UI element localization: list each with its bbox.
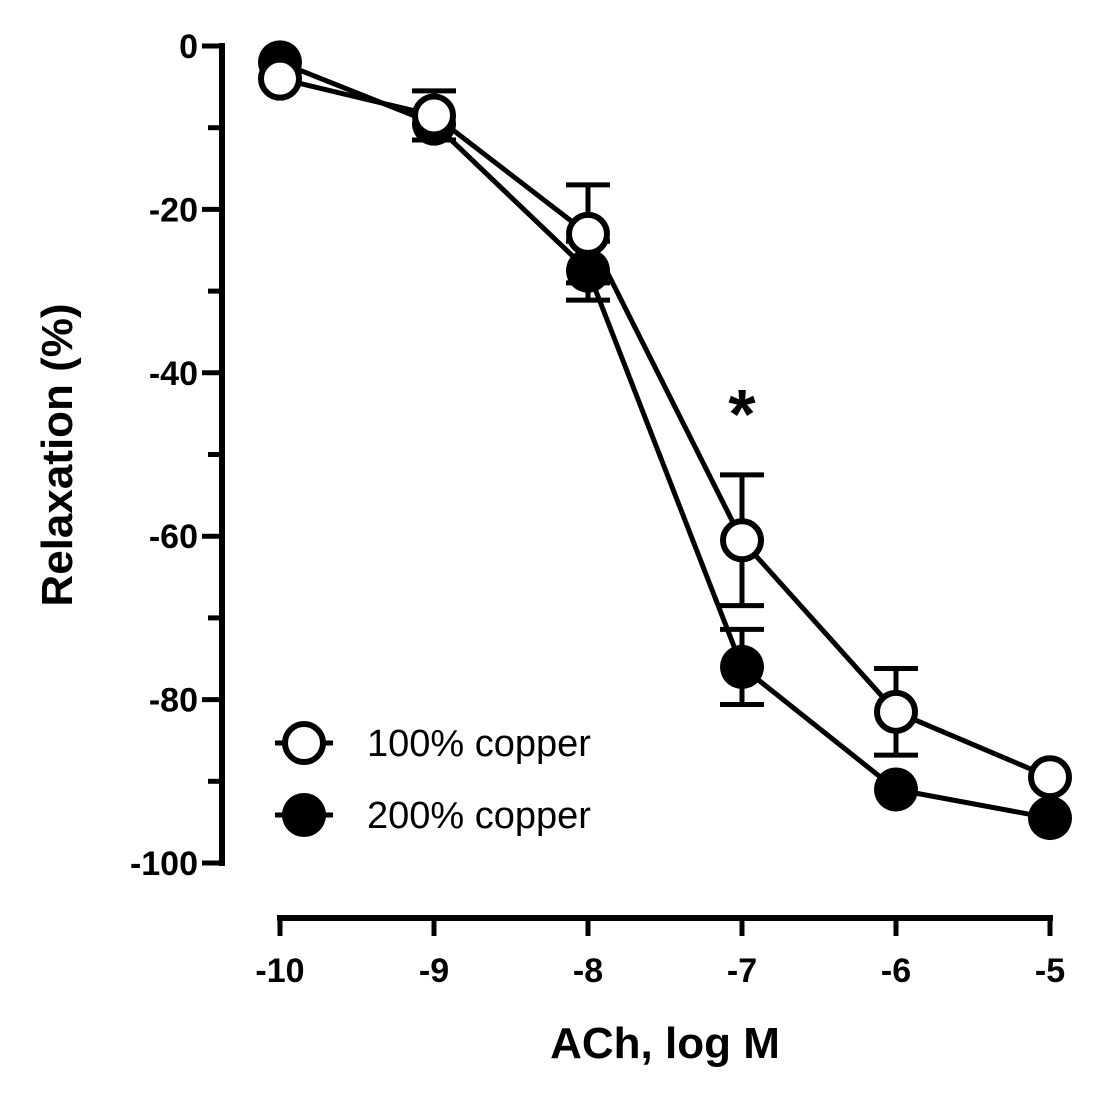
data-series	[258, 40, 1072, 841]
filled-circle-marker	[1028, 796, 1072, 841]
open-circle-icon	[282, 721, 326, 765]
x-tick-label: -9	[419, 952, 449, 990]
filled-circle-icon	[282, 793, 326, 837]
open-circle-marker	[412, 93, 456, 138]
legend-item: 100% copper	[275, 721, 591, 765]
significance-asterisk: *	[728, 375, 756, 453]
open-circle-marker	[566, 211, 610, 256]
x-tick-label: -7	[727, 952, 757, 990]
y-tick-label: 0	[179, 28, 198, 66]
series-200-copper	[279, 60, 1051, 821]
legend: 100% copper 200% copper	[275, 721, 591, 837]
filled-circle-marker	[566, 248, 610, 293]
series-line	[279, 60, 1051, 821]
y-tick-label: -60	[149, 518, 198, 556]
series-line	[279, 76, 1051, 780]
filled-circle-marker	[874, 767, 918, 812]
open-circle-marker	[1028, 755, 1072, 800]
x-axis: -10 -9 -8 -7 -6 -5	[255, 915, 1065, 990]
y-tick-label: -100	[130, 845, 198, 883]
legend-label: 100% copper	[367, 723, 591, 765]
y-tick-label: -80	[149, 682, 198, 720]
open-circle-marker	[720, 518, 764, 563]
legend-label: 200% copper	[367, 795, 591, 837]
x-axis-title: ACh, log M	[550, 1019, 780, 1068]
open-circle-marker	[874, 689, 918, 734]
y-tick-label: -40	[149, 355, 198, 393]
y-axis: 0 -20 -40 -60 -80 -100	[130, 28, 225, 883]
y-tick-label: -20	[149, 191, 198, 229]
series-100-copper	[279, 76, 1051, 780]
x-tick-label: -5	[1035, 952, 1065, 990]
y-axis-title: Relaxation (%)	[33, 303, 82, 606]
filled-circle-marker	[720, 644, 764, 689]
open-circle-marker	[258, 56, 302, 101]
x-tick-label: -8	[573, 952, 603, 990]
legend-item: 200% copper	[275, 793, 591, 837]
annotations: *	[728, 375, 756, 453]
x-tick-label: -6	[881, 952, 911, 990]
x-tick-label: -10	[255, 952, 304, 990]
